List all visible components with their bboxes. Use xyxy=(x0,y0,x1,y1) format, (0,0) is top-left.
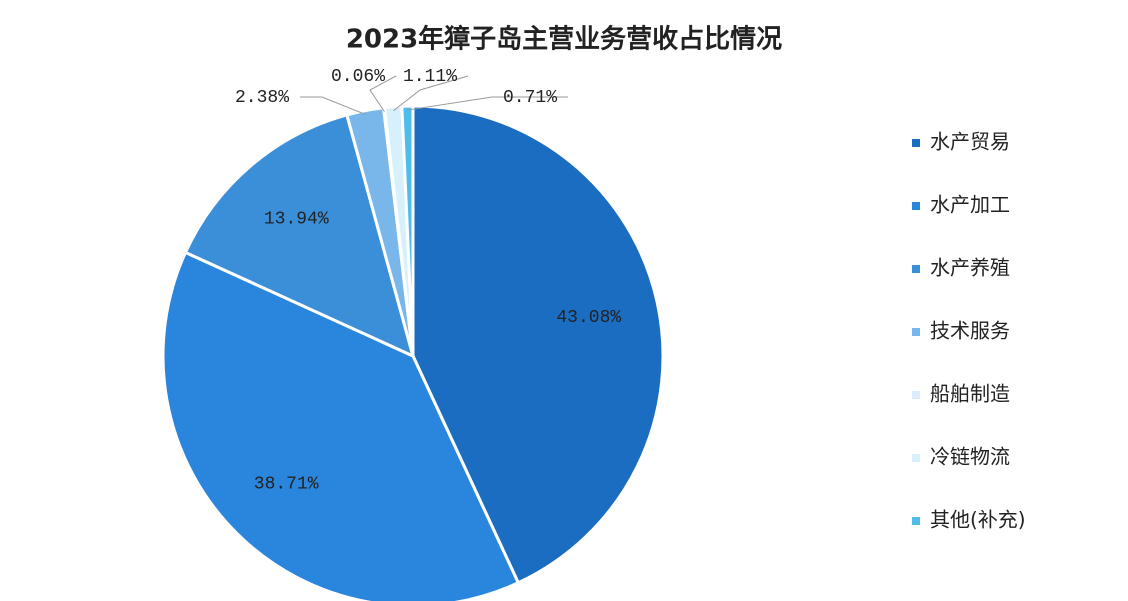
chart-title: 2023年獐子岛主营业务营收占比情况 xyxy=(346,24,782,55)
data-label: 38.71% xyxy=(254,474,319,494)
pie-slice xyxy=(400,104,415,357)
data-label: 1.11% xyxy=(403,67,457,87)
data-label: 0.71% xyxy=(503,88,557,108)
legend-label: 冷链物流 xyxy=(930,445,1010,469)
legend-swatch xyxy=(912,517,920,525)
pie-slice xyxy=(411,104,665,585)
legend-label: 船舶制造 xyxy=(930,382,1010,406)
legend-swatch xyxy=(912,391,920,399)
legend-swatch xyxy=(912,139,920,147)
data-label: 2.38% xyxy=(235,88,289,108)
leader-line xyxy=(407,96,568,111)
data-label: 0.06% xyxy=(331,67,385,87)
legend-label: 水产养殖 xyxy=(930,256,1010,280)
leader-line xyxy=(300,96,367,116)
legend-swatch xyxy=(912,328,920,336)
legend-label: 水产贸易 xyxy=(930,130,1010,154)
pie-slice xyxy=(161,250,521,601)
legend-label: 水产加工 xyxy=(930,193,1010,217)
pie xyxy=(161,104,665,601)
legend-swatch xyxy=(912,265,920,273)
data-label: 43.08% xyxy=(556,308,621,328)
legend-swatch xyxy=(912,454,920,462)
pie-slice xyxy=(183,113,416,359)
legend-label: 其他(补充) xyxy=(930,508,1026,532)
labels: 43.08% 38.71% 13.94% 2.38% 0.06% 1.11% 0.71% xyxy=(235,67,621,495)
legend-swatch xyxy=(912,202,920,210)
leader-line xyxy=(369,75,397,112)
data-label: 13.94% xyxy=(264,210,329,230)
legend-label: 技术服务 xyxy=(930,319,1010,343)
leader-line xyxy=(393,75,469,112)
